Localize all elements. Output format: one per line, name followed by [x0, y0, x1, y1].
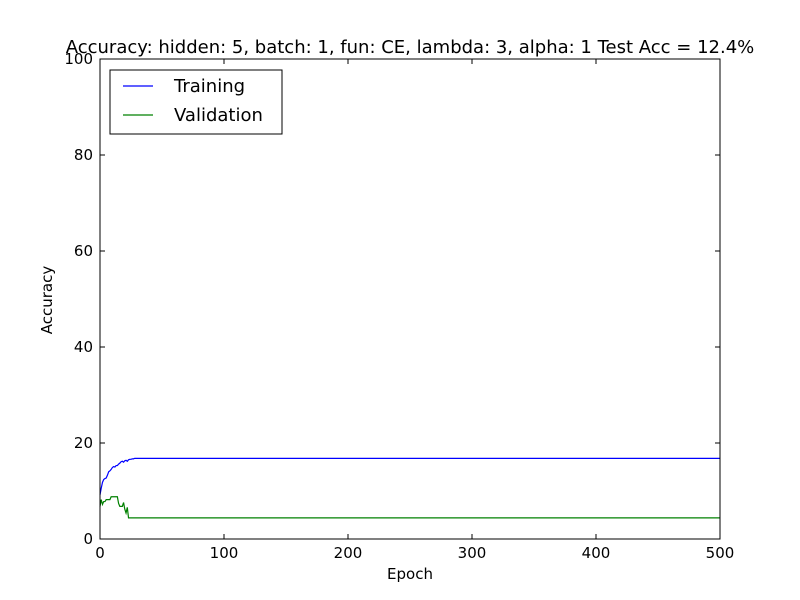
legend-box: [109, 69, 283, 135]
legend: Training Validation: [109, 69, 283, 135]
x-tick-label: 0: [95, 544, 105, 562]
x-tick-label: 200: [334, 544, 363, 562]
y-axis-label: Accuracy: [38, 266, 56, 335]
series-line-training: [99, 457, 720, 495]
y-tick-label: 80: [74, 146, 93, 164]
x-tick-label: 100: [210, 544, 239, 562]
plot-frame: [99, 58, 721, 540]
legend-label-validation: Validation: [174, 105, 263, 126]
series-line-validation: [99, 496, 720, 519]
y-tick-label: 40: [74, 338, 93, 356]
x-tick-label: 500: [706, 544, 735, 562]
x-tick-label: 400: [582, 544, 611, 562]
axes-layer: 0 100 200 300 400 500 0 20 40 60 80 100: [64, 50, 734, 562]
x-tick-label: 300: [458, 544, 487, 562]
legend-label-training: Training: [173, 76, 245, 97]
chart-title: Accuracy: hidden: 5, batch: 1, fun: CE, …: [66, 37, 755, 58]
y-tick-label: 0: [83, 530, 93, 548]
y-tick-label: 20: [74, 434, 93, 452]
y-tick-label: 60: [74, 242, 93, 260]
y-tick-label: 100: [64, 50, 93, 68]
x-axis-label: Epoch: [387, 565, 433, 583]
series-layer: [99, 457, 720, 519]
